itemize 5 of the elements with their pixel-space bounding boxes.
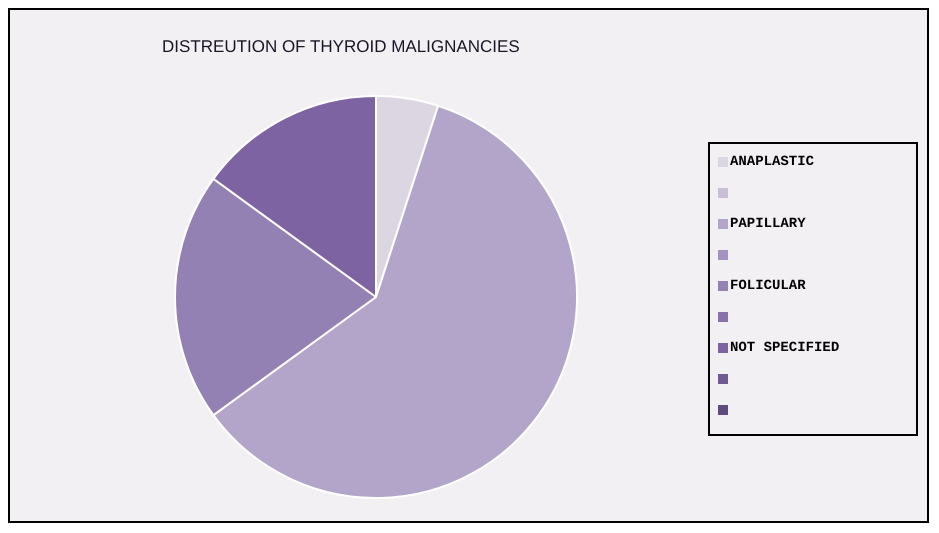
chart-title: DISTREUTION OF THYROID MALIGNANCIES [162, 37, 520, 56]
legend-label: PAPILLARY [730, 216, 806, 232]
legend-label: NOT SPECIFIED [730, 340, 840, 356]
legend-label: FOLICULAR [730, 278, 806, 294]
legend-label: ANAPLASTIC [730, 154, 814, 170]
